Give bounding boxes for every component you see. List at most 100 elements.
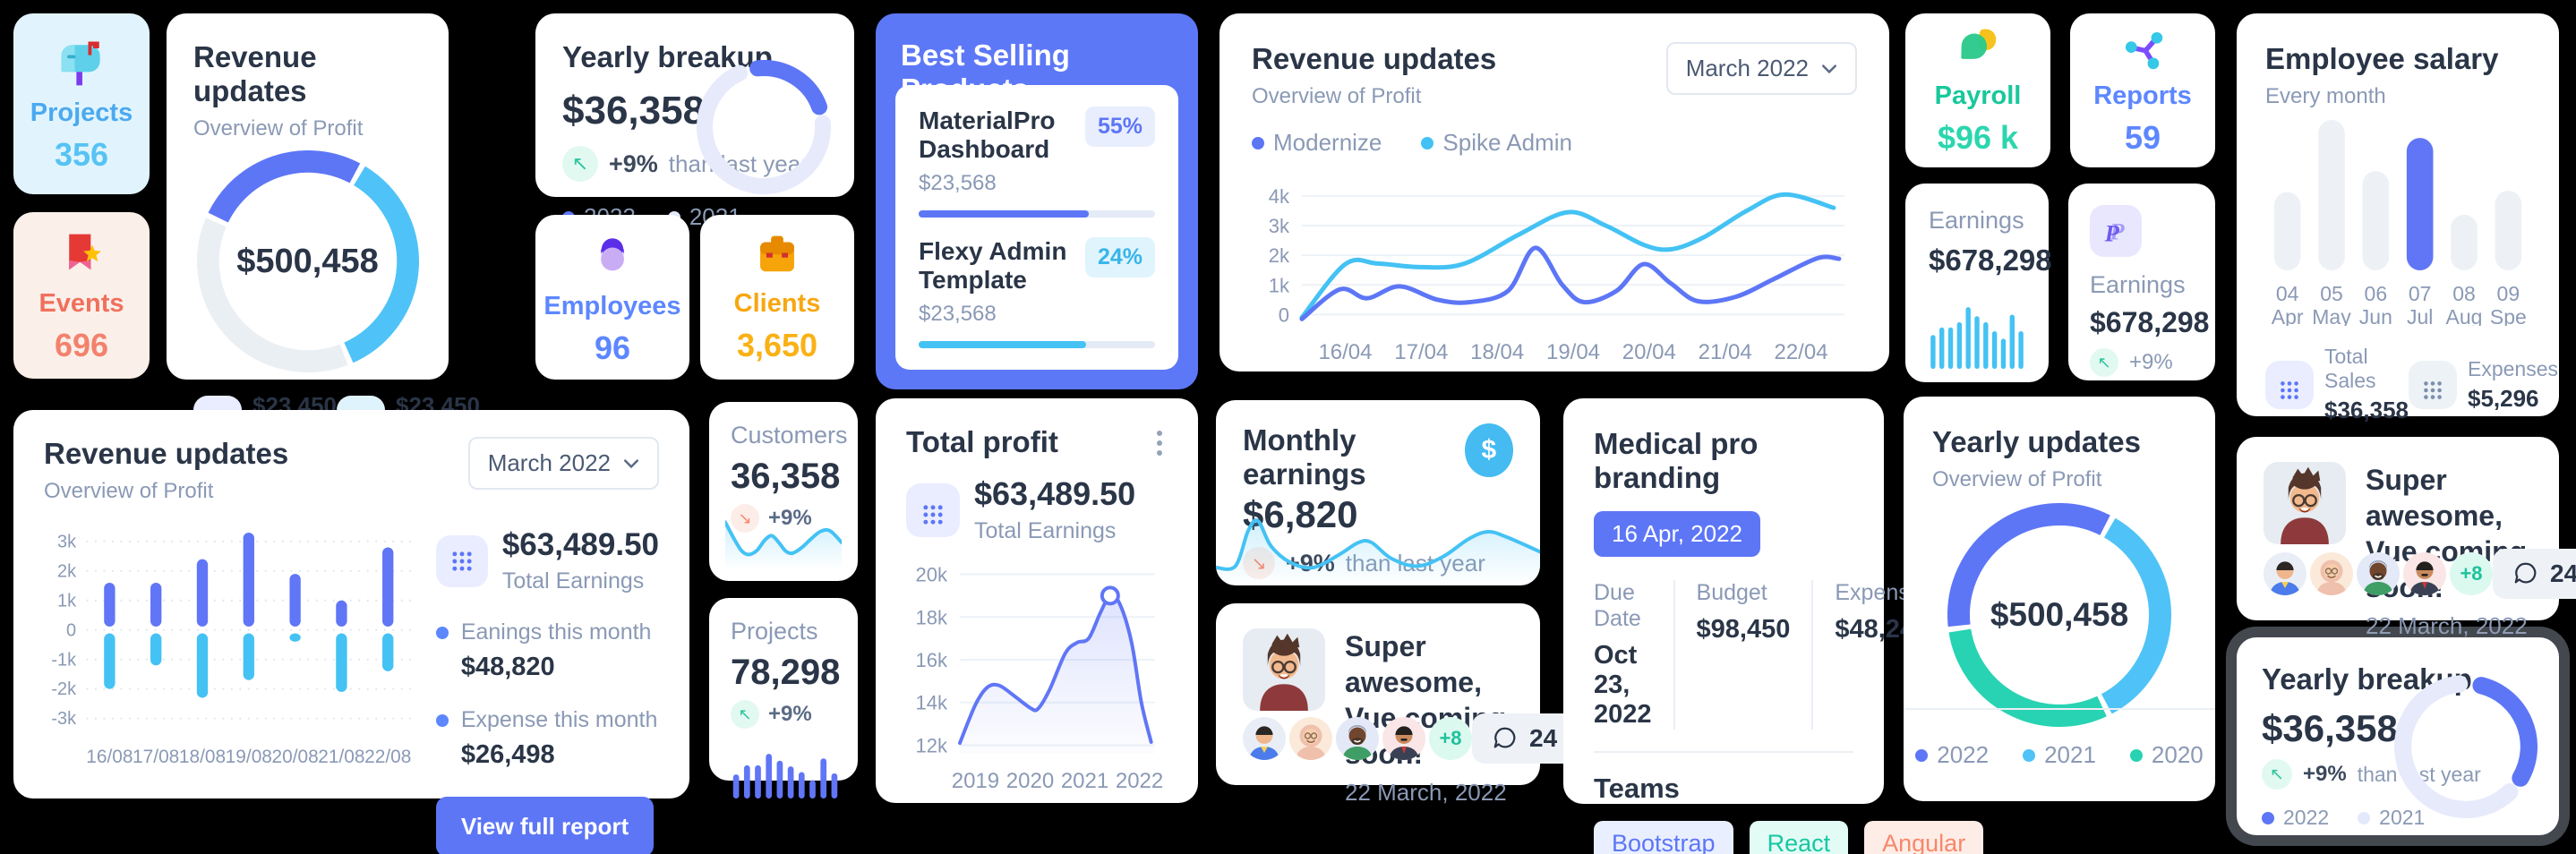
revenue-updates-bars-card: Revenue updates Overview of Profit March… (13, 410, 689, 854)
card-title: Employee salary (2265, 42, 2499, 75)
svg-text:06: 06 (2365, 282, 2388, 305)
chat-leaf-icon (1961, 28, 1997, 59)
svg-text:3k: 3k (1269, 215, 1290, 237)
legend-2021: 2021 (2023, 741, 2096, 769)
month-select[interactable]: March 2022 (467, 437, 659, 490)
comment-icon (2514, 562, 2537, 584)
svg-text:Apr: Apr (2272, 305, 2304, 326)
percent-badge: 55% (1084, 107, 1155, 147)
svg-text:2022: 2022 (1116, 769, 1163, 793)
bullet-dot (435, 627, 449, 639)
card-subtitle: Overview of Profit (44, 479, 214, 503)
trend-up-icon: ↖ (731, 700, 759, 729)
progress-fill (919, 210, 1090, 218)
more-participants-badge: +8 (1429, 717, 1472, 760)
products-panel: MaterialPro Dashboard $23,568 55% Flexy … (895, 85, 1178, 370)
avatar (2357, 552, 2400, 595)
projects-label: Projects (731, 618, 818, 645)
svg-text:2019: 2019 (952, 769, 999, 793)
month-select-value: March 2022 (487, 449, 611, 476)
yearly-breakup-card: Yearly breakup $36,358 ↖ +9% than last y… (535, 13, 854, 230)
kebab-menu-icon[interactable] (1151, 425, 1168, 461)
svg-text:17/08: 17/08 (133, 747, 179, 767)
projects-value: 356 (54, 135, 109, 173)
events-stat-card: Events 696 (13, 212, 150, 379)
clients-value: 3,650 (736, 326, 818, 363)
reports-label: Reports (2093, 81, 2192, 110)
earnings-this-month: Eanings this month $48,820 (435, 619, 659, 682)
share-network-icon (2125, 31, 2163, 69)
svg-text:2k: 2k (57, 561, 76, 581)
svg-text:08: 08 (2452, 282, 2476, 305)
announcement-card: Super awesome, Vue coming soon! 22 March… (2237, 437, 2576, 639)
employees-stat-card: Employees 96 (535, 215, 689, 380)
announcement-card: Super awesome, Vue coming soon! 22 March… (1216, 603, 1578, 806)
comments-pill[interactable]: 24 (1472, 713, 1578, 764)
svg-text:18/08: 18/08 (179, 747, 226, 767)
employees-label: Employees (543, 291, 681, 320)
donut-center-value: $500,458 (236, 242, 379, 280)
yearly-breakup-card: Yearly breakup $36,358 ↖ +9% than last y… (2237, 637, 2559, 835)
stat-label: Expenses (2467, 356, 2558, 380)
svg-text:22/04: 22/04 (1774, 340, 1827, 364)
total-profit-card: Total profit $63,489.50 Total Earnings 2… (876, 398, 1198, 803)
trend-up-icon: ↖ (562, 146, 598, 182)
monthly-earnings-card: Monthly earnings $ $6,820 ↘ +9% than las… (1216, 400, 1540, 585)
product-price: $23,568 (919, 302, 997, 326)
svg-text:12k: 12k (916, 734, 948, 756)
avatar (2264, 462, 2346, 544)
card-title: Monthly earnings (1243, 423, 1366, 491)
svg-text:3k: 3k (57, 533, 76, 552)
payroll-value: $96 k (1937, 118, 2019, 156)
avatar (2264, 552, 2306, 595)
earnings-mini-chart (1930, 307, 2024, 369)
svg-text:0: 0 (1279, 303, 1289, 326)
svg-text:Spe: Spe (2490, 305, 2527, 326)
team-chip-bootstrap: Bootstrap (1594, 821, 1733, 854)
grid-dots-icon (2265, 360, 2314, 409)
revenue-line-chart: 4k 3k 2k 1k 0 16/04 17/04 18/04 19/04 20/04 21/04 2… (1269, 185, 1844, 364)
total-profit-label: Total Earnings (974, 518, 1117, 543)
expenses-stat: Expenses $5,296 (2408, 345, 2558, 424)
card-subtitle: Overview of Profit (1252, 84, 1422, 108)
svg-text:2020: 2020 (1006, 769, 1054, 793)
grid-dots-icon (2408, 360, 2457, 409)
customers-label: Customers (731, 422, 848, 448)
svg-text:22/08: 22/08 (364, 747, 411, 767)
announcement-title: Super awesome, (2366, 464, 2503, 532)
comments-count: 24 (2550, 559, 2576, 587)
svg-text:4k: 4k (1269, 185, 1290, 208)
avatar (1382, 717, 1425, 760)
payroll-label: Payroll (1934, 81, 2022, 110)
card-title: Revenue updates (193, 40, 317, 107)
projects-stat-card: Projects 356 (13, 13, 150, 194)
projects-value: 78,298 (731, 653, 841, 692)
svg-text:May: May (2312, 305, 2351, 326)
earnings-value: $678,298 (1929, 243, 2052, 277)
employee-salary-card: Employee salary Every month 04 Apr 05 May 06… (2237, 13, 2559, 423)
comments-pill[interactable]: 24 (2493, 549, 2576, 599)
clients-stat-card: Clients 3,650 (700, 215, 854, 380)
svg-text:16k: 16k (916, 649, 948, 671)
view-full-report-button[interactable]: View full report (435, 797, 655, 854)
total-sales-stat: Total Sales $36,358 (2265, 345, 2409, 424)
legend-spike-admin: Spike Admin (1421, 129, 1572, 157)
events-value: 696 (54, 326, 109, 363)
grid-dots-icon (906, 483, 960, 537)
earnings-bars-card: Earnings $678,298 (1905, 184, 2052, 382)
product-name: MaterialPro Dashboard (919, 107, 1056, 163)
trend-up-icon: ↖ (2262, 759, 2292, 790)
clients-label: Clients (733, 288, 821, 318)
card-title: Revenue updates (1252, 42, 1497, 75)
svg-text:1k: 1k (1269, 274, 1290, 296)
progress-track (919, 210, 1155, 218)
avatar (1289, 717, 1332, 760)
month-select[interactable]: March 2022 (1665, 42, 1857, 95)
announcement-title: Super awesome, (1345, 630, 1482, 698)
medical-pro-branding-card: Medical pro branding 16 Apr, 2022 Due Da… (1563, 398, 1984, 854)
earnings-value: $678,298 (2090, 306, 2210, 338)
monthly-earnings-sparkline (1216, 518, 1540, 585)
svg-text:P: P (2109, 218, 2125, 245)
svg-text:2021: 2021 (1061, 769, 1108, 793)
breakup-value: $36,358 (562, 89, 706, 132)
